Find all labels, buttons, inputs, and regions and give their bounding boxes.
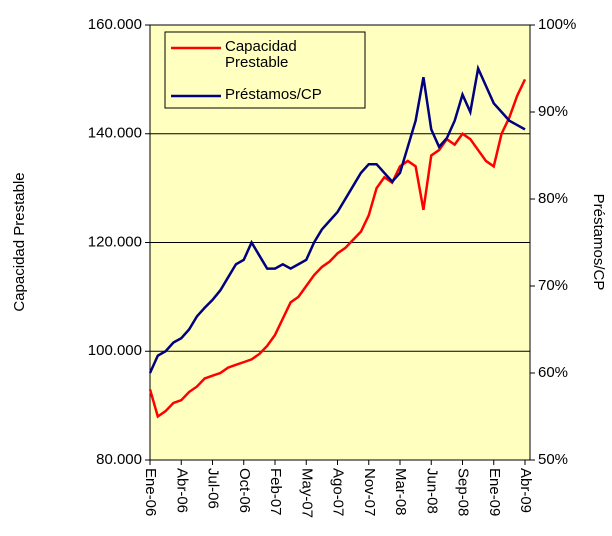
y2-tick-label: 50% (538, 451, 568, 468)
x-tick-label: Sep-08 (455, 468, 472, 516)
y-tick-label: 120.000 (88, 233, 142, 250)
x-tick-label: Ago-07 (330, 468, 347, 516)
x-tick-label: Jun-08 (423, 468, 440, 514)
y2-tick-label: 90% (538, 103, 568, 120)
y2-tick-label: 60% (538, 364, 568, 381)
x-tick-label: Ene-09 (486, 468, 503, 516)
legend-entry: Préstamos/CP (225, 87, 322, 103)
series-line (148, 78, 527, 419)
y-tick-label: 160.000 (88, 16, 142, 33)
y-tick-label: 80.000 (96, 451, 142, 468)
y2-tick-label: 70% (538, 277, 568, 294)
x-tick-label: Feb-07 (267, 468, 284, 516)
x-tick-label: Oct-06 (236, 468, 253, 513)
x-tick-label: Abr-09 (517, 468, 534, 513)
y-tick-label: 100.000 (88, 342, 142, 359)
y2-tick-label: 100% (538, 16, 576, 33)
y-axis-label: Capacidad Prestable (11, 172, 28, 311)
x-tick-label: Jul-06 (205, 468, 222, 509)
x-tick-label: May-07 (298, 468, 315, 518)
y2-tick-label: 80% (538, 190, 568, 207)
series-line (148, 64, 526, 374)
x-tick-label: Nov-07 (361, 468, 378, 516)
x-tick-label: Abr-06 (173, 468, 190, 513)
y2-axis-label: Préstamos/CP (590, 194, 607, 291)
legend-label: Préstamos/CP (225, 87, 322, 103)
legend-label: Capacidad Prestable (225, 39, 297, 71)
y-tick-label: 140.000 (88, 125, 142, 142)
legend-entry: Capacidad Prestable (225, 39, 297, 71)
x-tick-label: Mar-08 (392, 468, 409, 516)
x-tick-label: Ene-06 (142, 468, 159, 516)
